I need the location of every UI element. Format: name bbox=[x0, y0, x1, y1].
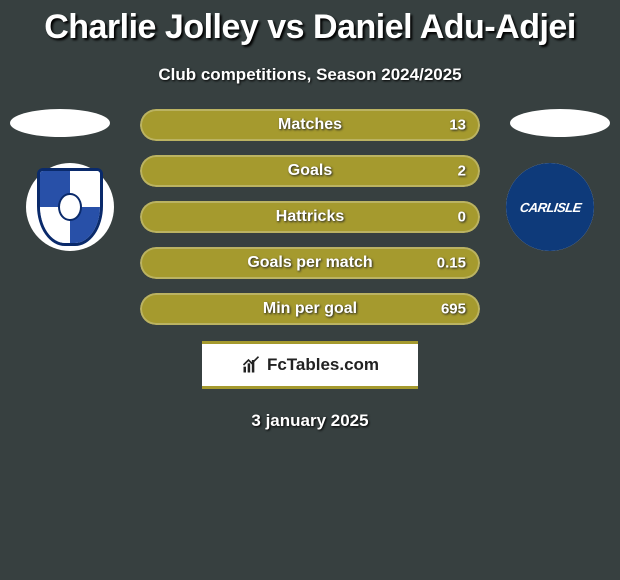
stat-row: Goals 2 bbox=[140, 155, 480, 187]
stat-label: Matches bbox=[278, 116, 342, 134]
tranmere-crest-icon bbox=[37, 168, 103, 246]
carlisle-crest-icon: CARLISLE bbox=[506, 163, 594, 251]
club-logo-left bbox=[26, 163, 114, 251]
stat-row: Min per goal 695 bbox=[140, 293, 480, 325]
player-ellipse-right bbox=[510, 109, 610, 137]
brand-label: FcTables.com bbox=[267, 355, 379, 375]
carlisle-crest-label: CARLISLE bbox=[518, 200, 581, 215]
subtitle: Club competitions, Season 2024/2025 bbox=[0, 65, 620, 85]
stat-value: 0 bbox=[458, 209, 466, 226]
stat-row: Goals per match 0.15 bbox=[140, 247, 480, 279]
bar-chart-icon bbox=[241, 355, 261, 375]
stat-row: Matches 13 bbox=[140, 109, 480, 141]
stat-label: Goals bbox=[288, 162, 332, 180]
player-ellipse-left bbox=[10, 109, 110, 137]
stat-row: Hattricks 0 bbox=[140, 201, 480, 233]
stat-value: 2 bbox=[458, 163, 466, 180]
stat-value: 695 bbox=[441, 301, 466, 318]
stats-bars: Matches 13 Goals 2 Hattricks 0 Goals per match… bbox=[140, 109, 480, 325]
stat-value: 13 bbox=[449, 117, 466, 134]
stat-value: 0.15 bbox=[437, 255, 466, 272]
page-title: Charlie Jolley vs Daniel Adu-Adjei bbox=[0, 0, 620, 47]
stat-label: Goals per match bbox=[247, 254, 372, 272]
club-logo-right: CARLISLE bbox=[506, 163, 594, 251]
comparison-content: CARLISLE Matches 13 Goals 2 Hattricks 0 Goals … bbox=[0, 109, 620, 431]
stat-label: Hattricks bbox=[276, 208, 344, 226]
brand-box[interactable]: FcTables.com bbox=[202, 341, 418, 389]
stat-label: Min per goal bbox=[263, 300, 357, 318]
date-label: 3 january 2025 bbox=[0, 411, 620, 431]
